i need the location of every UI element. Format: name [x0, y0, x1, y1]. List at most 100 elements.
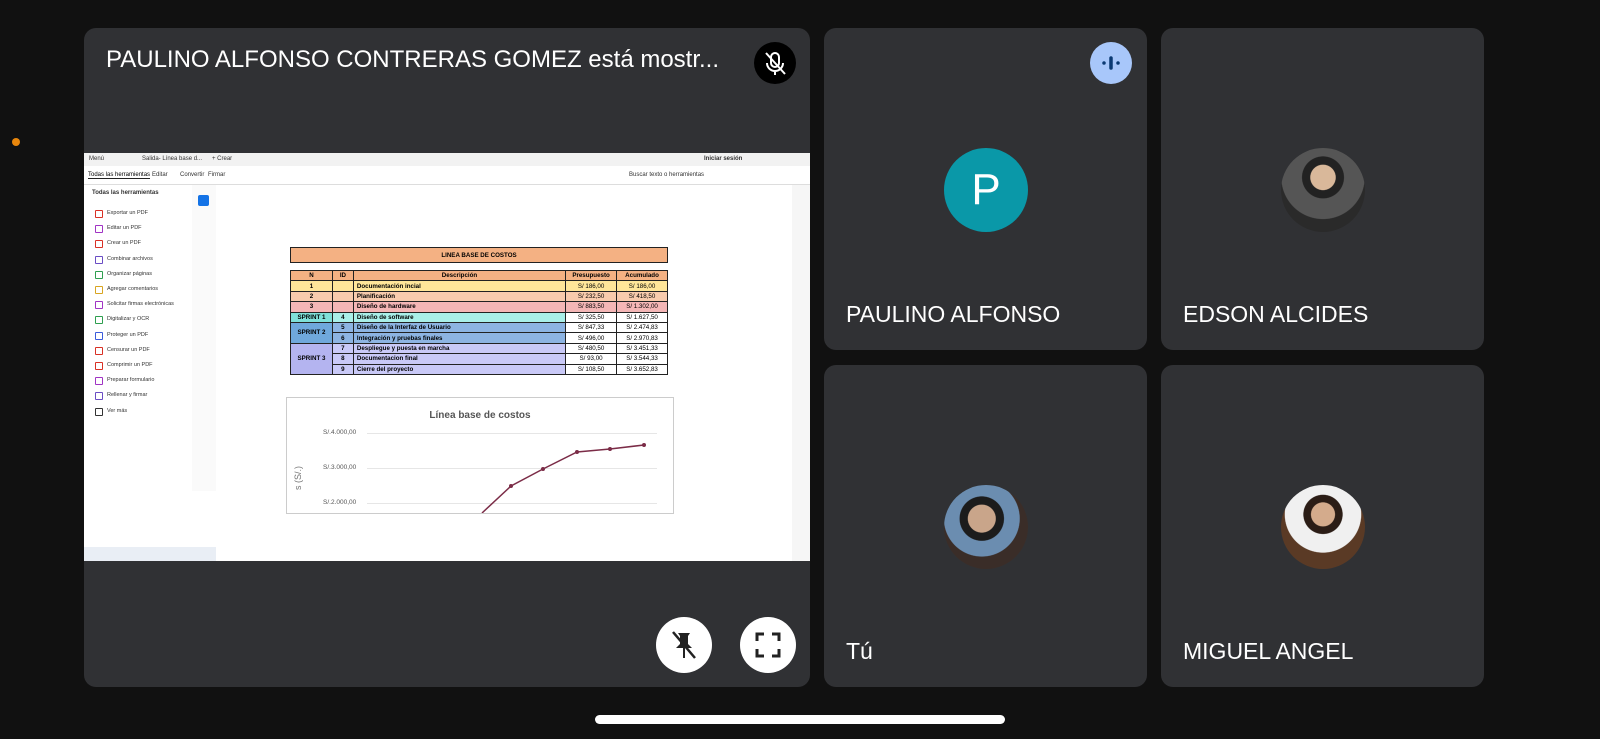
cell-desc: Diseño de hardware [352, 301, 567, 313]
participant-name: MIGUEL ANGEL [1183, 638, 1354, 664]
viewer-tab[interactable]: Todas las herramientas [88, 172, 151, 179]
avatar-initial: P [944, 148, 1028, 232]
participant-tile: P PAULINO ALFONSO [824, 28, 1147, 350]
cell-desc: Diseño de software [352, 311, 567, 323]
tool-icon [95, 331, 103, 340]
chart-tick-label: S/.4.000,00 [323, 429, 357, 436]
cell-cumulative: S/ 3.544,33 [616, 353, 668, 365]
cell-budget: S/ 883,50 [565, 301, 618, 313]
tool-icon [95, 270, 103, 279]
cell-id: 7 [331, 342, 354, 355]
cell-id [331, 301, 354, 313]
cell-cumulative: S/ 3.451,33 [616, 342, 668, 355]
tool-item[interactable]: Digitalizar y OCR [107, 316, 150, 323]
fullscreen-button[interactable] [740, 617, 796, 673]
panel-title: Todas las herramientas [92, 190, 159, 196]
sprint-label: SPRINT 1 [290, 311, 333, 323]
cell-cumulative: S/ 2.970,83 [616, 332, 668, 344]
shared-screen: Menú Salida- Línea base d... + Crear Ini… [84, 153, 810, 561]
table-row: 8 Documentacion final S/ 93,00 S/ 3.544,33 [290, 353, 668, 365]
chart-title: Línea base de costos [429, 410, 531, 421]
table-header: Presupuesto [565, 269, 618, 282]
tool-item[interactable]: Organizar páginas [107, 270, 152, 277]
tool-icon [95, 377, 103, 386]
tool-icon [95, 225, 103, 234]
cell-n: 1 [290, 280, 333, 292]
tool-icon [95, 392, 103, 401]
chart-grid-line [367, 433, 657, 434]
tool-icon [95, 301, 103, 310]
cell-desc: Documentación incial [352, 280, 567, 292]
tool-item[interactable]: Comprimir un PDF [107, 362, 153, 368]
sign-in[interactable]: Iniciar sesión [704, 156, 743, 162]
table-title-row: LINEA BASE DE COSTOS [290, 247, 668, 263]
cell-budget: S/ 186,00 [565, 280, 618, 292]
tool-icon [95, 316, 103, 325]
cell-desc: Diseño de la Interfaz de Usuario [352, 321, 567, 334]
doc-tab[interactable]: Salida- Línea base d... [142, 156, 203, 162]
cell-cumulative: S/ 2.474,83 [616, 321, 668, 334]
taskbar [84, 547, 216, 561]
cell-cumulative: S/ 186,00 [616, 280, 668, 292]
cell-budget: S/ 325,50 [565, 311, 618, 323]
avatar-photo [1281, 485, 1365, 569]
menu[interactable]: Menú [89, 156, 105, 162]
cell-budget: S/ 847,33 [565, 321, 618, 334]
cell-desc: Integración y pruebas finales [352, 332, 567, 344]
right-rail [792, 185, 810, 561]
mic-off-glyph [765, 52, 786, 75]
tool-item[interactable]: Proteger un PDF [107, 331, 149, 338]
tool-item[interactable]: Editar un PDF [107, 225, 142, 232]
table-title: LINEA BASE DE COSTOS [290, 247, 668, 263]
chart-tick-label: S/.3.000,00 [323, 464, 357, 471]
tool-icon [95, 407, 103, 416]
cell-id [331, 290, 354, 303]
participant-name: EDSON ALCIDES [1183, 301, 1369, 327]
participant-name: Tú [846, 638, 873, 664]
tool-item[interactable]: Crear un PDF [107, 240, 141, 247]
table-row: 1 Documentación incial S/ 186,00 S/ 186,00 [290, 280, 668, 292]
cell-desc: Planificación [352, 290, 567, 303]
chart-grid-line [367, 503, 657, 504]
cell-budget: S/ 480,50 [565, 342, 618, 355]
tool-item[interactable]: Exportar un PDF [107, 210, 148, 216]
tool-icon [95, 286, 103, 294]
cost-table: LINEA BASE DE COSTOS N ID Descripción Presup… [290, 247, 668, 375]
mic-off-icon [754, 42, 796, 84]
chart-tick-label: S/.2.000,00 [323, 499, 357, 506]
cell-budget: S/ 496,00 [565, 332, 618, 344]
viewer-tab[interactable]: Convertir [180, 172, 205, 178]
cell-cumulative: S/ 1.627,50 [616, 311, 668, 323]
chart-grid-line [367, 468, 657, 469]
table-header: N [290, 269, 333, 282]
tool-item[interactable]: Solicitar firmas electrónicas [107, 301, 174, 308]
table-header: ID [331, 269, 354, 282]
search[interactable]: Buscar texto o herramientas [629, 172, 705, 178]
table-header: Descripción [352, 269, 567, 282]
avatar-photo [1281, 148, 1365, 232]
sprint-label: SPRINT 3 [290, 342, 333, 375]
tool-item[interactable]: Ver más [107, 407, 128, 414]
tool-item[interactable]: Rellenar y firmar [107, 392, 148, 399]
tool-item[interactable]: Censurar un PDF [107, 346, 150, 353]
select-tool[interactable] [198, 195, 209, 206]
table-row: 6 Integración y pruebas finales S/ 496,00 S… [290, 332, 668, 344]
tool-item[interactable]: Combinar archivos [107, 255, 153, 262]
tool-item[interactable]: Preparar formulario [107, 377, 155, 384]
viewer-tab[interactable]: Editar [152, 172, 168, 178]
viewer-tab[interactable]: Firmar [208, 172, 226, 178]
home-indicator [595, 715, 1005, 724]
cell-budget: S/ 93,00 [565, 353, 618, 365]
cell-budget: S/ 108,50 [565, 363, 618, 375]
tool-rail [192, 185, 217, 491]
new-tab[interactable]: + Crear [212, 156, 233, 162]
unpin-button[interactable] [656, 617, 712, 673]
tools-panel: Todas las herramientas Exportar un PDF Ed… [84, 185, 192, 491]
cell-cumulative: S/ 418,50 [616, 290, 668, 303]
chart-frame: Línea base de costos S/.4.000,00 S/.3.000… [286, 397, 674, 514]
tool-item[interactable]: Agregar comentarios [107, 286, 159, 292]
tool-icon [95, 362, 103, 370]
table-row: SPRINT 2 5 Diseño de la Interfaz de Usuari… [290, 321, 668, 344]
